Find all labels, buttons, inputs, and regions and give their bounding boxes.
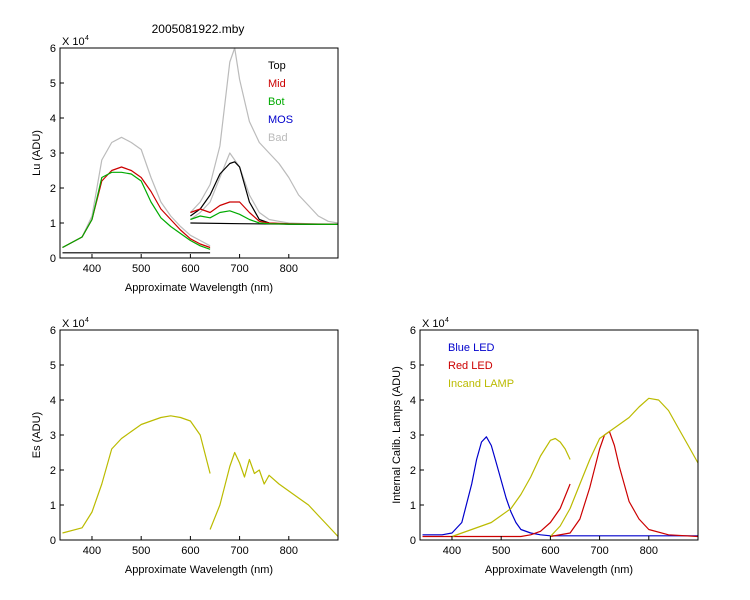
y-tick-label: 4 <box>410 395 416 407</box>
x-tick-label: 600 <box>181 545 199 557</box>
y-tick-label: 0 <box>50 535 56 547</box>
x-axis-label: Approximate Wavelength (nm) <box>485 564 633 576</box>
y-tick-label: 0 <box>410 535 416 547</box>
y-exponent: 4 <box>85 35 89 42</box>
x-tick-label: 400 <box>83 263 101 275</box>
y-tick-label: 6 <box>410 325 416 337</box>
legend-item: Incand LAMP <box>448 378 514 390</box>
x-tick-label: 600 <box>541 545 559 557</box>
x-axis-label: Approximate Wavelength (nm) <box>125 564 273 576</box>
x-tick-label: 500 <box>492 545 510 557</box>
legend-item: Blue LED <box>448 342 495 354</box>
y-tick-label: 5 <box>50 360 56 372</box>
y-tick-label: 3 <box>50 430 56 442</box>
plot-frame <box>59 47 339 259</box>
series-line <box>62 415 211 534</box>
y-exponent: 4 <box>445 317 449 324</box>
y-tick-label: 1 <box>50 218 56 230</box>
series-line <box>422 436 698 537</box>
y-axis-label: Internal Calib. Lamps (ADU) <box>391 366 403 504</box>
y-axis-label: Lu (ADU) <box>31 130 43 176</box>
y-tick-label: 3 <box>50 148 56 160</box>
y-exponent: 4 <box>85 317 89 324</box>
x-tick-label: 600 <box>181 263 199 275</box>
y-axis-label: Es (ADU) <box>31 412 43 458</box>
legend-item: Mid <box>268 78 286 90</box>
y-tick-label: 3 <box>410 430 416 442</box>
y-multiplier: X 10 <box>62 36 85 48</box>
series-line <box>62 166 211 249</box>
series-line <box>62 136 211 249</box>
y-tick-label: 2 <box>50 183 56 195</box>
legend-item: MOS <box>268 114 293 126</box>
x-tick-label: 500 <box>132 545 150 557</box>
series-line <box>190 161 339 225</box>
x-tick-label: 800 <box>280 545 298 557</box>
legend-item: Red LED <box>448 360 493 372</box>
y-tick-label: 4 <box>50 395 56 407</box>
series-line <box>189 47 339 224</box>
y-tick-label: 0 <box>50 253 56 265</box>
legend-item: Bad <box>268 132 288 144</box>
x-tick-label: 500 <box>132 263 150 275</box>
series-line <box>209 451 339 537</box>
y-tick-label: 1 <box>410 500 416 512</box>
series-line <box>62 171 211 250</box>
series-line <box>190 210 339 225</box>
x-tick-label: 700 <box>230 545 248 557</box>
x-tick-label: 400 <box>83 545 101 557</box>
y-multiplier: X 10 <box>62 318 85 330</box>
x-tick-label: 700 <box>590 545 608 557</box>
y-tick-label: 5 <box>410 360 416 372</box>
series-line <box>550 430 699 538</box>
x-axis-label: Approximate Wavelength (nm) <box>125 282 273 294</box>
legend-item: Bot <box>268 96 285 108</box>
y-tick-label: 6 <box>50 43 56 55</box>
y-tick-label: 1 <box>50 500 56 512</box>
y-tick-label: 2 <box>410 465 416 477</box>
y-tick-label: 4 <box>50 113 56 125</box>
plot-frame <box>59 329 339 541</box>
series-line <box>422 483 571 538</box>
x-tick-label: 800 <box>280 263 298 275</box>
y-tick-label: 5 <box>50 78 56 90</box>
y-multiplier: X 10 <box>422 318 445 330</box>
y-tick-label: 2 <box>50 465 56 477</box>
legend-item: Top <box>268 60 286 72</box>
x-tick-label: 400 <box>443 545 461 557</box>
figure-title: 2005081922.mby <box>152 22 245 36</box>
x-tick-label: 700 <box>230 263 248 275</box>
y-tick-label: 6 <box>50 325 56 337</box>
series-line <box>549 397 699 537</box>
series-line <box>451 437 571 538</box>
x-tick-label: 800 <box>640 545 658 557</box>
